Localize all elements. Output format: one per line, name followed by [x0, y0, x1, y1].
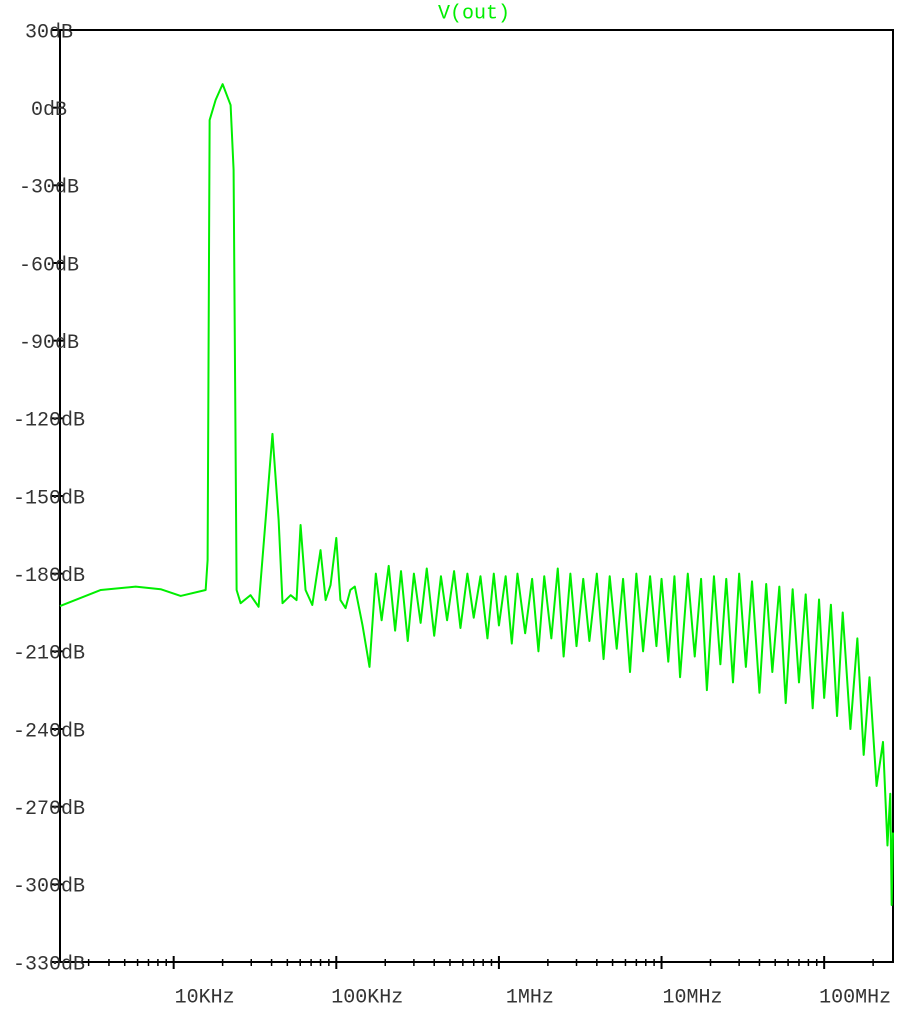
x-tick-label: 100MHz — [819, 986, 891, 1009]
y-tick-label: 30dB — [25, 21, 73, 44]
y-tick-label: -300dB — [13, 876, 85, 899]
y-tick-label: -240dB — [13, 720, 85, 743]
x-tick-label: 10KHz — [175, 986, 235, 1009]
y-tick-label: -90dB — [19, 332, 79, 355]
x-tick-label: 10MHz — [663, 986, 723, 1009]
trace — [59, 83, 894, 907]
plot-frame — [59, 29, 894, 963]
y-tick-label: -120dB — [13, 410, 85, 433]
y-tick-label: -60dB — [19, 254, 79, 277]
y-tick-label: -150dB — [13, 487, 85, 510]
y-tick-label: -210dB — [13, 643, 85, 666]
y-tick-label: -270dB — [13, 798, 85, 821]
x-tick-label: 100KHz — [331, 986, 403, 1009]
y-tick-label: 0dB — [31, 99, 67, 122]
y-tick-label: -330dB — [13, 953, 85, 976]
y-tick-label: -30dB — [19, 177, 79, 200]
y-tick-label: -180dB — [13, 565, 85, 588]
trace-label: V(out) — [438, 2, 510, 25]
x-tick-label: 1MHz — [506, 986, 554, 1009]
